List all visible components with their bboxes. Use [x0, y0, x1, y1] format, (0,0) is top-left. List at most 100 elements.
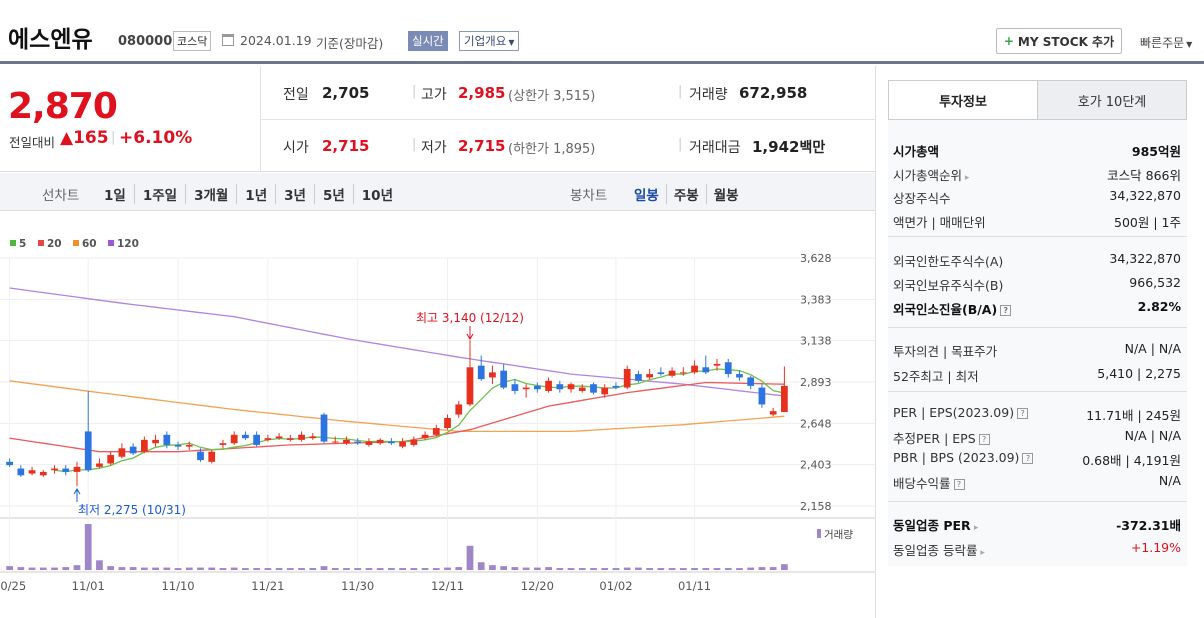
company-overview-button[interactable]: 기업개요 ▼: [459, 31, 520, 51]
x-tick-label: 11/01: [72, 579, 105, 593]
panel-row-value: 코스닥 866위: [1107, 167, 1181, 183]
volume-bar: [399, 568, 406, 570]
volume-bar: [84, 524, 92, 570]
volume-bar: [410, 568, 418, 570]
help-icon[interactable]: ?: [1017, 408, 1029, 419]
volume-bar: [163, 567, 171, 570]
volume-bar: [500, 566, 508, 570]
volume-bar: [152, 567, 159, 570]
my-stock-button[interactable]: + MY STOCK 추가: [996, 28, 1122, 54]
candle-body: [286, 438, 294, 440]
legend-swatch: [38, 240, 44, 246]
panel-row-label[interactable]: 시가총액순위 ▸: [893, 167, 970, 183]
panel-row: 동일업종 PER ▸ -372.31배: [893, 515, 1181, 534]
y-tick-label: 2,158: [800, 500, 832, 513]
quote-date: 2024.01.19: [240, 33, 312, 48]
change-percent: +6.10%: [119, 128, 193, 148]
candle-body: [388, 441, 395, 444]
period-2[interactable]: 3개월: [185, 184, 236, 204]
low-annotation: 최저 2,275 (10/31): [78, 503, 186, 517]
candle-body: [489, 372, 496, 378]
volume-bar: [747, 567, 755, 570]
period-4[interactable]: 3년: [275, 184, 314, 204]
realtime-button[interactable]: 실시간: [408, 31, 448, 51]
high-label: 고가: [421, 87, 447, 103]
tab-orderbook[interactable]: 호가 10단계: [1038, 81, 1186, 119]
panel-separator: [888, 391, 1187, 392]
volume-bar: [522, 567, 530, 570]
volume-bar: [556, 568, 564, 570]
period-5[interactable]: 5년: [313, 184, 353, 204]
chevron-down-icon: ▼: [1186, 40, 1193, 49]
period-0[interactable]: 1일: [104, 188, 126, 204]
panel-row-label: 외국인한도주식수(A): [893, 254, 1004, 269]
panel-row-value: -372.31배: [1116, 518, 1181, 533]
volume-bar: [320, 566, 328, 570]
candle-body: [197, 451, 204, 461]
quick-order-button[interactable]: 빠른주문 ▼: [1140, 36, 1193, 50]
panel-row-value: 11.71배 | 245원: [1086, 408, 1181, 423]
help-icon[interactable]: ?: [1022, 453, 1034, 464]
candle-period-0[interactable]: 일봉: [634, 188, 659, 204]
legend-label: 5: [19, 238, 26, 250]
candle-period-1[interactable]: 주봉: [665, 184, 706, 204]
help-icon[interactable]: ?: [953, 478, 965, 490]
candle-body: [73, 466, 81, 472]
change-label: 전일대비: [9, 135, 56, 150]
side-panel-tabs: 투자정보 호가 10단계: [888, 80, 1187, 120]
candle-body: [646, 374, 654, 378]
panel-row-label[interactable]: 동일업종 등락률 ▸: [893, 543, 985, 558]
candle-body: [522, 387, 530, 390]
panel-row-value: 985억원: [1131, 144, 1181, 159]
volume-bar: [781, 564, 788, 570]
volume-bar: [590, 568, 597, 570]
candle-body: [343, 439, 350, 444]
help-icon[interactable]: ?: [1000, 305, 1012, 316]
volume-bar: [769, 567, 777, 570]
help-icon[interactable]: ?: [978, 433, 990, 445]
volume-bar: [567, 568, 575, 570]
volume-bar: [6, 566, 13, 570]
volume-bar: [118, 567, 126, 570]
candle-body: [62, 468, 70, 472]
legend-label: 60: [82, 238, 97, 250]
candle-body: [219, 443, 227, 445]
volume-bar: [275, 568, 283, 570]
panel-row-value: N/A | N/A: [1124, 341, 1181, 356]
volume-bar: [432, 568, 440, 570]
candle-body: [601, 387, 609, 395]
period-1[interactable]: 1주일: [133, 184, 185, 204]
candle-body: [747, 377, 755, 386]
candle-period-2[interactable]: 월봉: [705, 184, 746, 204]
candle-body: [702, 367, 710, 373]
volume-bar: [51, 567, 58, 570]
volume-label: 거래량: [824, 529, 853, 541]
panel-row: 추정PER | EPS? N/A | N/A: [893, 428, 1181, 447]
volume-legend-swatch: [817, 529, 821, 538]
panel-row-label: 시가총액: [893, 144, 940, 159]
volume-bar: [702, 568, 710, 570]
volume-bar: [612, 568, 620, 570]
candle-body: [623, 369, 631, 388]
x-tick-label: 12/20: [521, 579, 554, 593]
candle-body: [736, 374, 743, 378]
period-6[interactable]: 10년: [352, 184, 401, 204]
low-arrow-head: [73, 488, 81, 495]
y-tick-label: 3,383: [800, 293, 832, 306]
panel-row-value: +1.19%: [1130, 540, 1181, 555]
tab-investment-info[interactable]: 투자정보: [889, 81, 1038, 119]
legend-label: 20: [47, 238, 62, 250]
candle-body: [477, 365, 485, 380]
volume-bar: [533, 567, 541, 570]
amount-value: 1,942백만: [752, 138, 826, 156]
candle-body: [39, 471, 47, 476]
candle-body: [691, 365, 698, 373]
candle-body: [309, 436, 317, 439]
x-tick-label: 11/30: [341, 579, 374, 593]
side-panel-body: [888, 120, 1187, 566]
candle-body: [6, 461, 13, 466]
period-3[interactable]: 1년: [236, 184, 275, 204]
x-tick-label: 10/25: [0, 579, 26, 593]
candle-body: [298, 434, 305, 440]
panel-row-label[interactable]: 동일업종 PER ▸: [893, 518, 979, 533]
